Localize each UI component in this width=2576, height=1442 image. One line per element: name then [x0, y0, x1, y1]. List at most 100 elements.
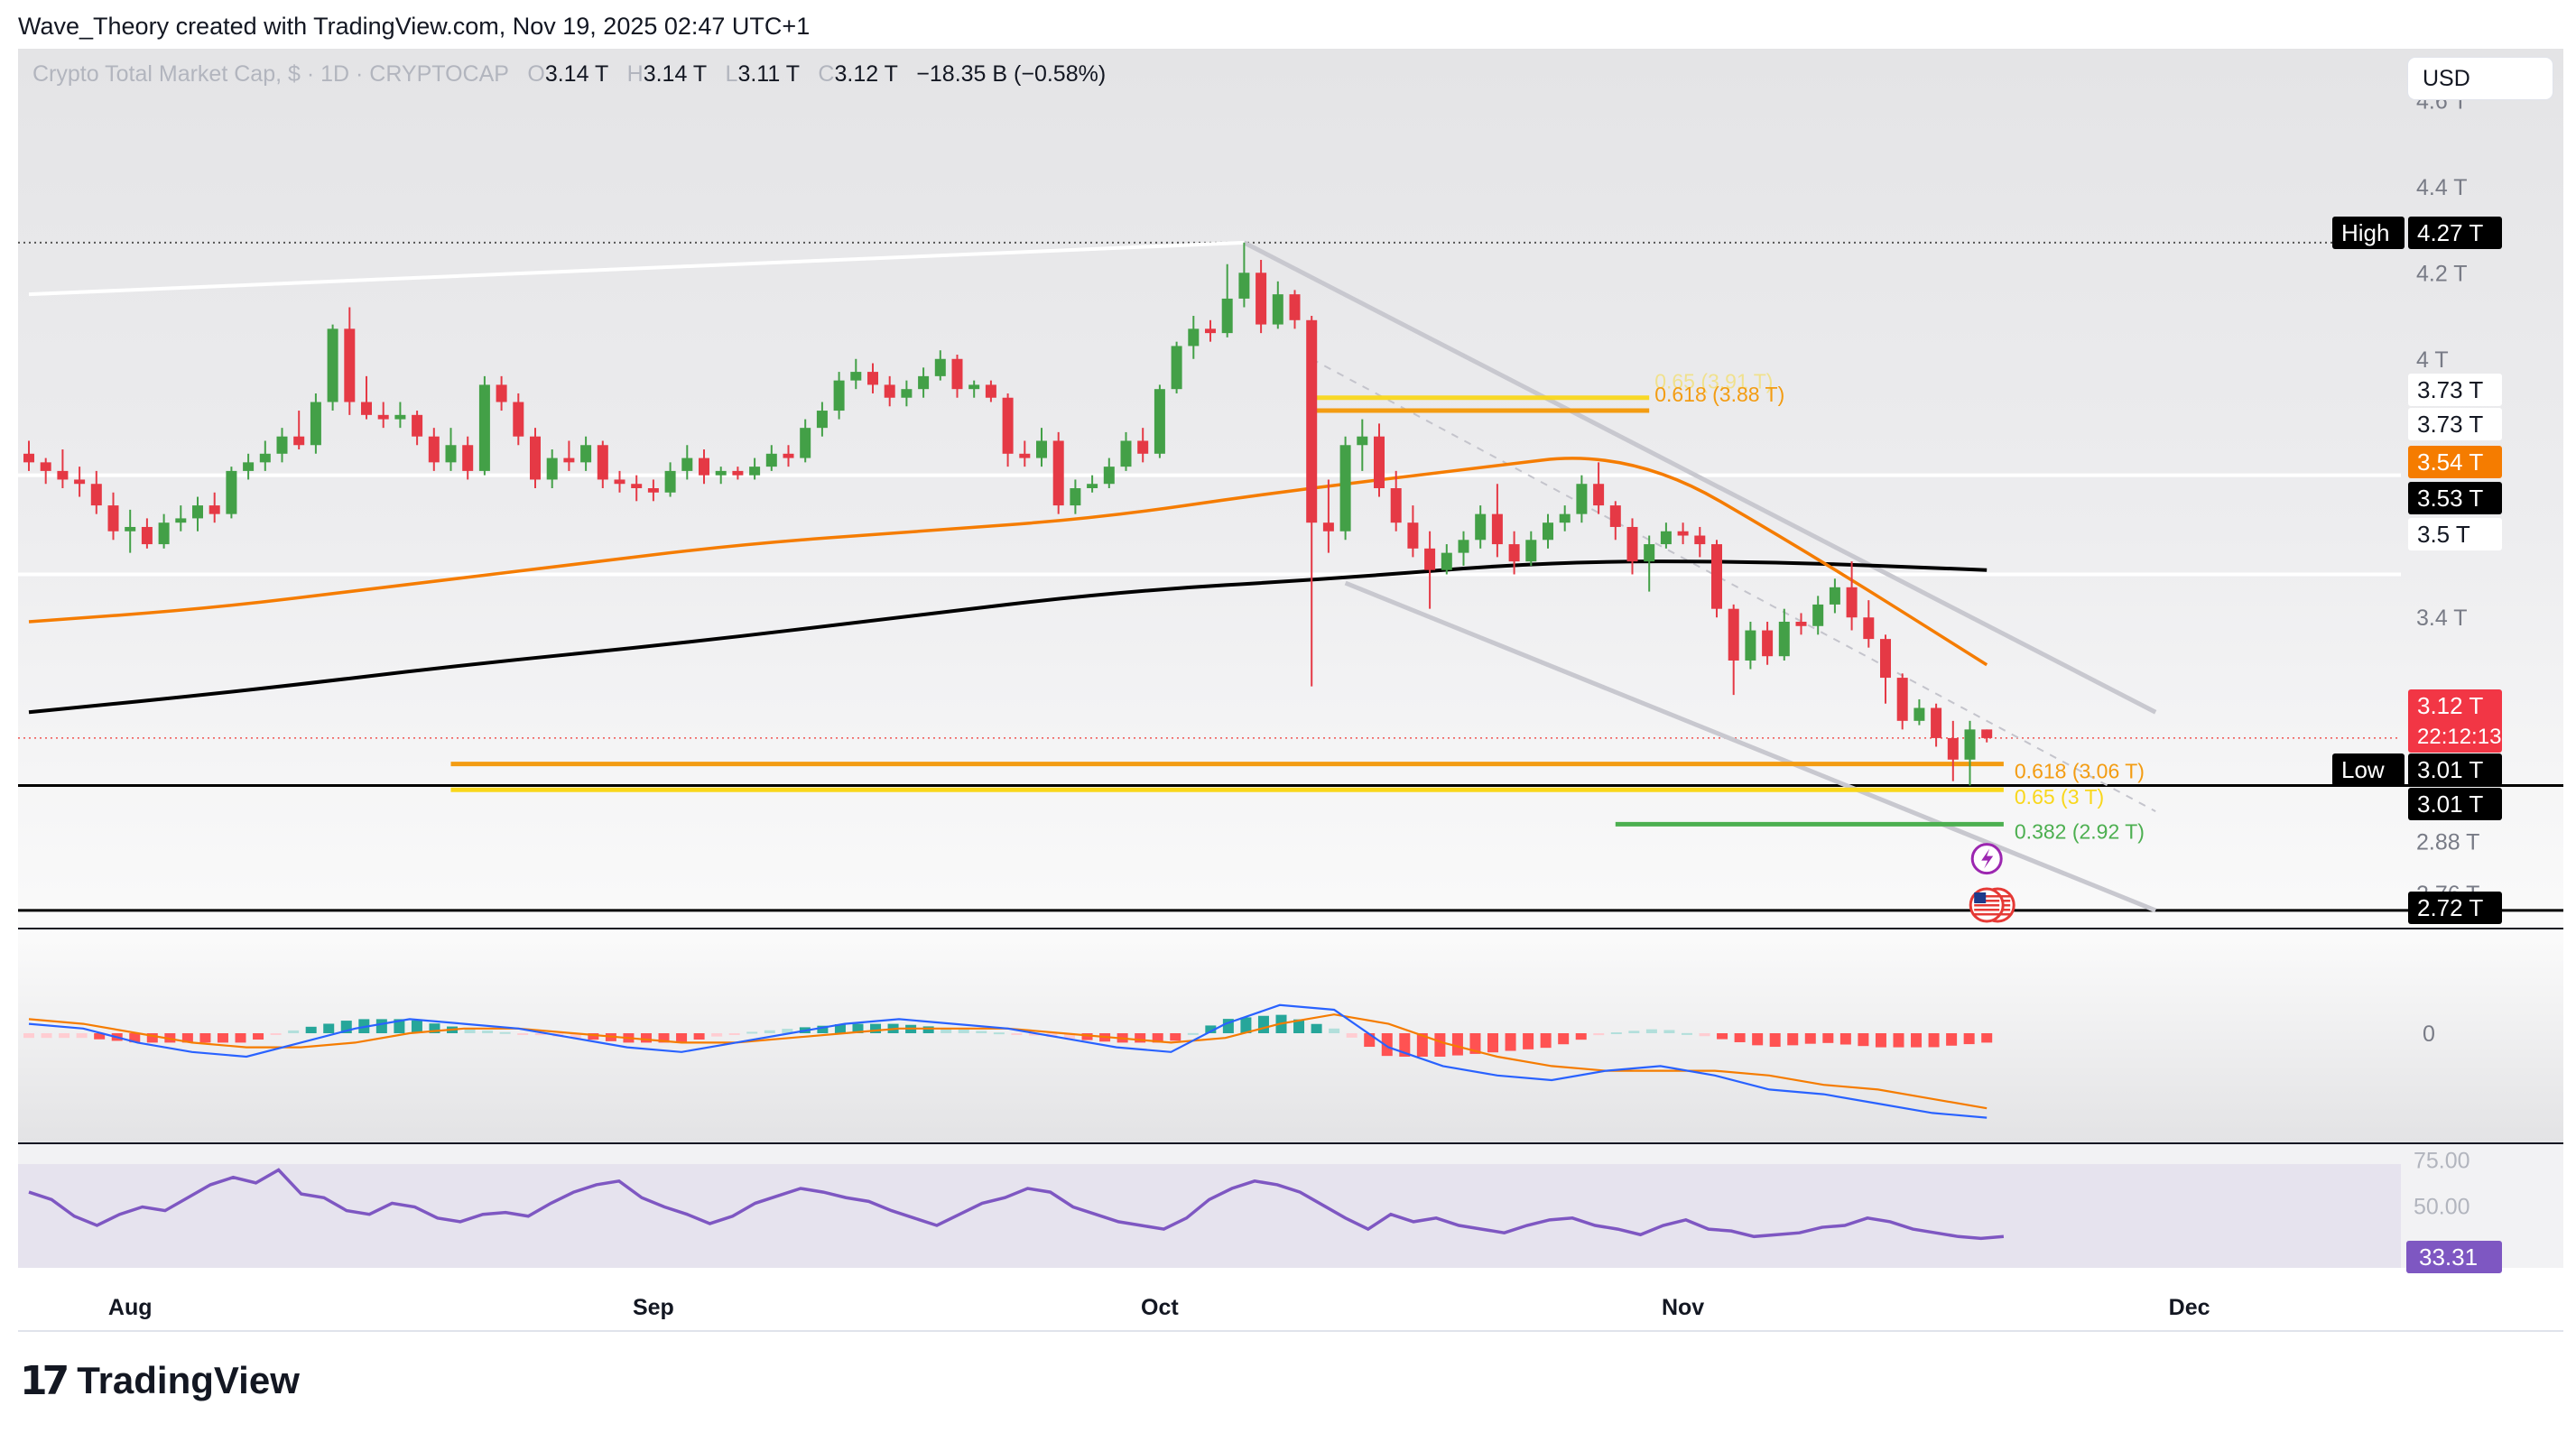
- low-label: L: [725, 61, 738, 87]
- candle-body: [1407, 522, 1419, 549]
- candle-body: [1256, 273, 1267, 325]
- macd-histogram-bar: [1911, 1033, 1923, 1048]
- macd-histogram-bar: [958, 1029, 969, 1033]
- price-tag-value: 4.27 T: [2417, 219, 2483, 246]
- price-pane-background: [18, 49, 2563, 928]
- macd-histogram-bar: [1487, 1033, 1499, 1053]
- candle-body: [1829, 587, 1840, 605]
- candle-body: [647, 488, 659, 493]
- macd-histogram-bar: [235, 1033, 246, 1043]
- macd-histogram-bar: [676, 1033, 688, 1043]
- candle-body: [833, 380, 845, 411]
- macd-histogram-bar: [764, 1030, 775, 1033]
- price-tag-box: [2408, 689, 2502, 753]
- macd-histogram-bar: [1699, 1033, 1710, 1037]
- macd-histogram-bar: [1505, 1033, 1516, 1051]
- trendline-channel-lower: [1344, 580, 2157, 913]
- candle-body: [1981, 729, 1993, 738]
- close-value: 3.12 T: [834, 61, 898, 87]
- x-axis-tick-label: Aug: [108, 1295, 153, 1320]
- y-axis-tick-label: 4 T: [2416, 347, 2449, 373]
- candle-body: [1880, 639, 1891, 679]
- macd-histogram-bar: [941, 1028, 952, 1033]
- candle-body: [1390, 488, 1402, 523]
- macd-histogram-bar: [782, 1029, 793, 1033]
- us-flag-event-icon: [1969, 887, 2015, 923]
- price-tag-value: 3.54 T: [2417, 448, 2483, 476]
- macd-histogram-bar: [1063, 1033, 1075, 1039]
- candle-body: [1525, 540, 1537, 562]
- price-tag-box: [2408, 408, 2502, 440]
- price-tag-box: [2408, 892, 2502, 924]
- candle-body: [107, 505, 119, 532]
- candle-body: [934, 358, 946, 376]
- macd-histogram-bar: [270, 1033, 282, 1035]
- candle-body: [1728, 608, 1739, 661]
- candle-body: [580, 445, 592, 463]
- candle-body: [1019, 453, 1031, 458]
- candle-body: [951, 358, 963, 390]
- price-tag: 3.53 T: [2408, 482, 2502, 514]
- price-tag-box: [2408, 753, 2502, 786]
- macd-histogram-bar: [1311, 1023, 1322, 1033]
- macd-histogram-bar: [217, 1033, 228, 1043]
- price-tag: 3.73 T: [2408, 374, 2502, 406]
- macd-histogram-bar: [305, 1026, 317, 1033]
- candle-body: [918, 375, 930, 390]
- macd-histogram-bar: [1170, 1033, 1181, 1041]
- macd-histogram-bar: [534, 1033, 546, 1036]
- macd-histogram-bar: [1451, 1033, 1463, 1056]
- candle-body: [226, 470, 237, 514]
- macd-line: [28, 1003, 1988, 1119]
- tradingview-logo[interactable]: 17 TradingView: [20, 1358, 300, 1404]
- high-value: 3.14 T: [643, 61, 707, 87]
- rsi-value-tag-box: [2406, 1241, 2502, 1273]
- macd-histogram-bar: [482, 1031, 494, 1033]
- candle-body: [478, 384, 490, 471]
- macd-histogram-bar: [1839, 1033, 1851, 1045]
- candle-body: [1221, 298, 1233, 334]
- macd-histogram-bar: [94, 1033, 106, 1040]
- candle-body: [259, 453, 271, 463]
- candle-body: [614, 479, 625, 485]
- macd-histogram-bar: [658, 1033, 670, 1043]
- candle-body: [1120, 440, 1132, 467]
- macd-histogram-bar: [1963, 1033, 1975, 1045]
- candle-body: [800, 428, 811, 458]
- x-axis-tick-label: Dec: [2169, 1295, 2210, 1320]
- price-tag: 3.5 T: [2408, 518, 2502, 550]
- macd-histogram-bar: [1329, 1028, 1340, 1033]
- candle-body: [1846, 587, 1858, 618]
- fib-level-label: 0.65 (3.91 T): [1654, 370, 1773, 393]
- candle-body: [1543, 522, 1553, 541]
- candle-body: [74, 479, 86, 485]
- price-tag-value: 3.53 T: [2417, 485, 2483, 512]
- currency-button[interactable]: USD: [2408, 58, 2553, 99]
- candle-body: [1609, 505, 1621, 527]
- macd-histogram-bar: [922, 1026, 934, 1033]
- candle-body: [1137, 440, 1149, 454]
- candle-body: [985, 384, 996, 398]
- macd-histogram-bar: [1575, 1033, 1587, 1040]
- candle-body: [850, 372, 862, 381]
- candle-body: [1087, 484, 1098, 488]
- trendline-channel-upper: [1243, 240, 2157, 715]
- ohlc-legend: Crypto Total Market Cap, $ · 1D · CRYPTO…: [32, 61, 1106, 88]
- ema-line: [28, 457, 1988, 667]
- macd-histogram-bar: [1804, 1033, 1816, 1044]
- candle-body: [901, 389, 913, 398]
- price-tag: 3.73 T: [2408, 408, 2502, 440]
- macd-histogram-bar: [1946, 1033, 1958, 1046]
- candle-body: [884, 384, 895, 398]
- candle-body: [783, 453, 794, 458]
- candle-body: [310, 402, 321, 446]
- macd-histogram-bar: [1681, 1032, 1692, 1035]
- candle-body: [445, 445, 457, 463]
- candle-body: [327, 328, 338, 402]
- macd-histogram-bar: [870, 1023, 882, 1033]
- macd-histogram-bar: [375, 1019, 387, 1033]
- macd-histogram-bar: [693, 1033, 705, 1040]
- price-tag: 2.72 T: [2408, 892, 2502, 924]
- macd-histogram-bar: [1893, 1033, 1904, 1048]
